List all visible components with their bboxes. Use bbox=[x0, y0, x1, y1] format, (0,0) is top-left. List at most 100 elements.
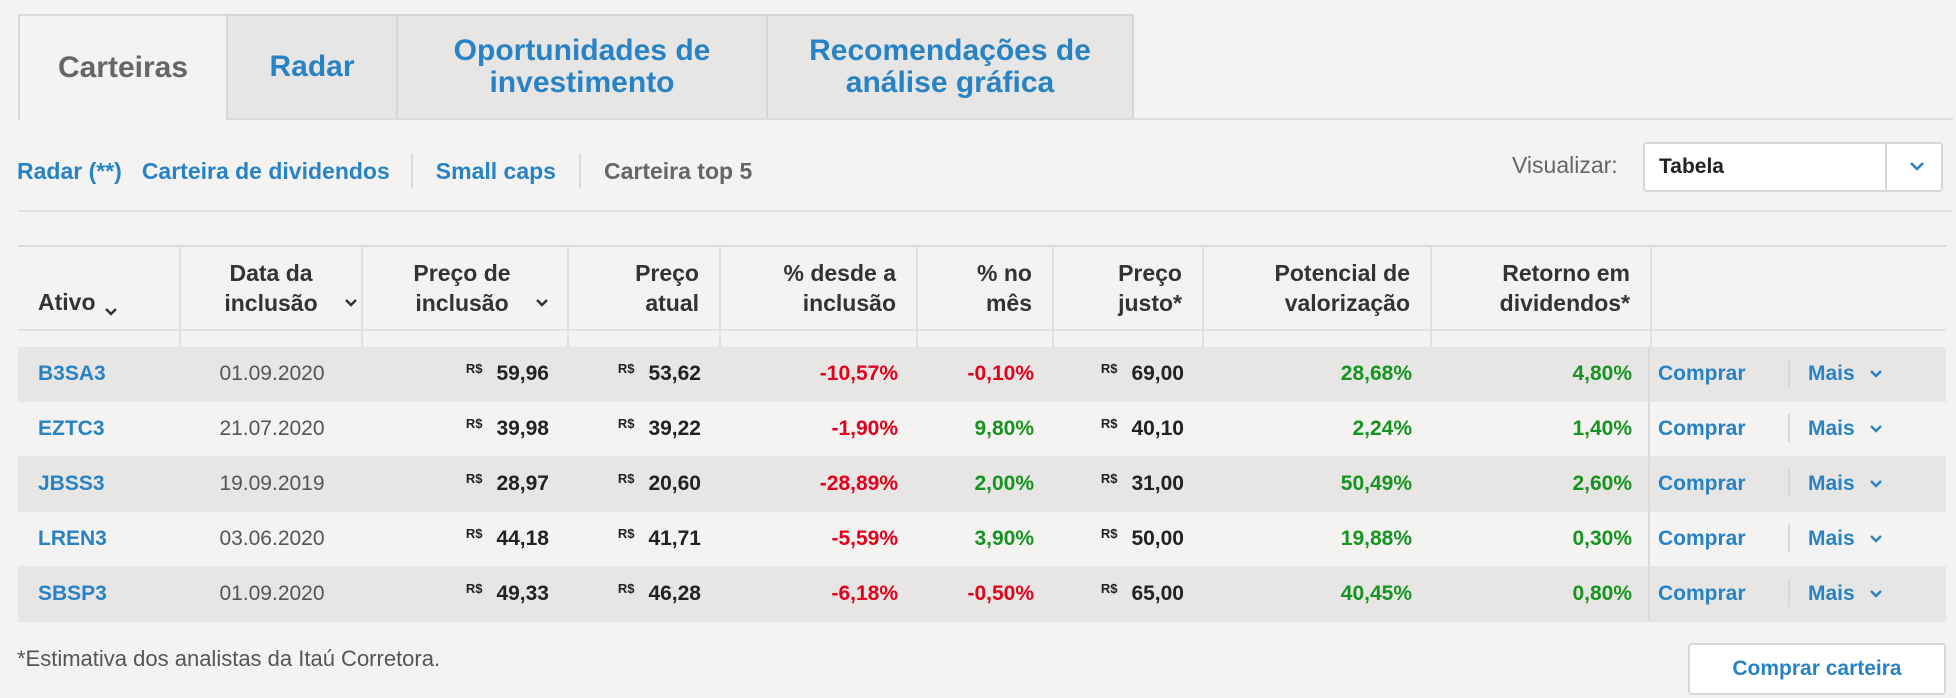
subnav-carteira-top5[interactable]: Carteira top 5 bbox=[603, 157, 753, 184]
change-since-inclusion: -10,57% bbox=[819, 362, 898, 385]
fair-price-value: 31,00 bbox=[1131, 472, 1184, 495]
row-actions: Comprar bbox=[1648, 567, 1946, 621]
fair-price: R$ 69,00 bbox=[1054, 347, 1204, 401]
buy-button[interactable]: Comprar bbox=[1658, 417, 1746, 440]
upside-potential: 40,45% bbox=[1340, 582, 1412, 605]
fair-price: R$ 50,00 bbox=[1054, 512, 1204, 566]
actions-divider bbox=[1788, 414, 1790, 442]
tab-radar[interactable]: Radar bbox=[226, 14, 398, 118]
inclusion-price-value: 59,96 bbox=[496, 362, 549, 385]
tab-carteiras[interactable]: Carteiras bbox=[18, 14, 228, 120]
header-no-mes-text: % no mês bbox=[977, 260, 1032, 316]
asset-ticker-link[interactable]: SBSP3 bbox=[38, 582, 107, 605]
change-month: -0,10% bbox=[967, 362, 1034, 385]
change-since-inclusion: -5,59% bbox=[831, 527, 898, 550]
buy-button[interactable]: Comprar bbox=[1658, 362, 1746, 385]
header-retorno: Retorno em dividendos* bbox=[1432, 247, 1652, 329]
view-label: Visualizar: bbox=[1512, 152, 1618, 178]
dividend-yield: 2,60% bbox=[1572, 472, 1632, 495]
inclusion-price: R$ 44,18 bbox=[363, 512, 569, 566]
current-price: R$ 39,22 bbox=[569, 402, 721, 456]
more-dropdown[interactable]: Mais bbox=[1790, 512, 1940, 566]
more-dropdown[interactable]: Mais bbox=[1790, 567, 1940, 621]
more-dropdown[interactable]: Mais bbox=[1790, 402, 1940, 456]
chevron-down-icon bbox=[1869, 535, 1882, 543]
inclusion-date: 01.09.2020 bbox=[219, 582, 325, 605]
tab-recomendacoes[interactable]: Recomendações de análise gráfica bbox=[766, 14, 1134, 118]
header-preco-atual-text: Preço atual bbox=[635, 260, 699, 316]
change-since-inclusion: -6,18% bbox=[831, 582, 898, 605]
spacer-col bbox=[569, 331, 721, 347]
currency-label: R$ bbox=[465, 525, 483, 541]
chevron-down-icon bbox=[1869, 590, 1882, 598]
current-price-value: 20,60 bbox=[648, 472, 701, 495]
table-header: Ativo Data da inclusão Preço de inclusão… bbox=[18, 245, 1946, 329]
header-retorno-text: Retorno em dividendos* bbox=[1499, 260, 1630, 316]
currency-label: R$ bbox=[1100, 470, 1118, 486]
change-month: 2,00% bbox=[974, 472, 1034, 495]
header-no-mes: % no mês bbox=[918, 247, 1054, 329]
buy-button[interactable]: Comprar bbox=[1658, 472, 1746, 495]
subnav-carteira-dividendos[interactable]: Carteira de dividendos bbox=[141, 157, 390, 184]
inclusion-price: R$ 39,98 bbox=[363, 402, 569, 456]
subnav-small-caps[interactable]: Small caps bbox=[435, 157, 556, 184]
header-preco-justo-text: Preço justo* bbox=[1118, 260, 1182, 316]
upside-potential: 19,88% bbox=[1340, 527, 1412, 550]
sort-chevron-icon bbox=[345, 299, 357, 307]
table-row: EZTC3 21.07.2020 R$ 39,98 R$ 39,22 -1,90% … bbox=[18, 402, 1946, 457]
tab-oportunidades[interactable]: Oportunidades de investimento bbox=[396, 14, 768, 118]
asset-ticker-link[interactable]: EZTC3 bbox=[38, 417, 105, 440]
spacer-col bbox=[1432, 331, 1652, 347]
inclusion-price-value: 39,98 bbox=[496, 417, 549, 440]
chevron-down-icon bbox=[1869, 480, 1882, 488]
current-price-value: 39,22 bbox=[648, 417, 701, 440]
section-divider bbox=[18, 210, 1953, 212]
dividend-yield: 4,80% bbox=[1572, 362, 1632, 385]
footnote: *Estimativa dos analistas da Itaú Corret… bbox=[17, 646, 441, 671]
inclusion-price-value: 44,18 bbox=[496, 527, 549, 550]
row-actions: Comprar bbox=[1648, 512, 1946, 566]
inclusion-price: R$ 49,33 bbox=[363, 567, 569, 621]
inclusion-price: R$ 59,96 bbox=[363, 347, 569, 401]
upside-potential: 50,49% bbox=[1340, 472, 1412, 495]
dividend-yield: 1,40% bbox=[1572, 417, 1632, 440]
header-preco-inclusao[interactable]: Preço de inclusão bbox=[363, 247, 569, 329]
buy-button[interactable]: Comprar bbox=[1658, 582, 1746, 605]
change-month: 9,80% bbox=[974, 417, 1034, 440]
buy-button[interactable]: Comprar bbox=[1658, 527, 1746, 550]
currency-label: R$ bbox=[617, 415, 635, 431]
header-potencial: Potencial de valorização bbox=[1204, 247, 1432, 329]
currency-label: R$ bbox=[617, 470, 635, 486]
header-data[interactable]: Data da inclusão bbox=[181, 247, 363, 329]
fair-price: R$ 65,00 bbox=[1054, 567, 1204, 621]
current-price: R$ 20,60 bbox=[569, 457, 721, 511]
more-label: Mais bbox=[1808, 472, 1855, 495]
subnav-radar[interactable]: Radar (**) bbox=[17, 157, 122, 184]
spacer-col bbox=[918, 331, 1054, 347]
more-dropdown[interactable]: Mais bbox=[1790, 347, 1940, 401]
spacer-col bbox=[181, 331, 363, 347]
chevron-down-icon bbox=[1869, 370, 1882, 378]
spacer-col bbox=[18, 331, 181, 347]
subnav-divider bbox=[410, 154, 413, 188]
view-select[interactable]: Tabela bbox=[1643, 142, 1943, 192]
currency-label: R$ bbox=[1100, 525, 1118, 541]
more-dropdown[interactable]: Mais bbox=[1790, 457, 1940, 511]
asset-ticker-link[interactable]: LREN3 bbox=[38, 527, 107, 550]
inclusion-date: 03.06.2020 bbox=[219, 527, 325, 550]
header-data-text: Data da inclusão bbox=[224, 260, 318, 316]
tab-bar: Carteiras Radar Oportunidades de investi… bbox=[18, 14, 1953, 120]
change-since-inclusion: -1,90% bbox=[831, 417, 898, 440]
spacer-col bbox=[721, 331, 918, 347]
upside-potential: 2,24% bbox=[1352, 417, 1412, 440]
asset-ticker-link[interactable]: JBSS3 bbox=[38, 472, 105, 495]
header-data-label: Data da inclusão bbox=[206, 258, 357, 318]
header-ativo-label: Ativo bbox=[38, 289, 96, 315]
buy-portfolio-button[interactable]: Comprar carteira bbox=[1688, 643, 1946, 695]
actions-divider bbox=[1788, 359, 1790, 387]
more-label: Mais bbox=[1808, 362, 1855, 385]
header-ativo[interactable]: Ativo bbox=[18, 247, 181, 329]
asset-ticker-link[interactable]: B3SA3 bbox=[38, 362, 106, 385]
fair-price: R$ 40,10 bbox=[1054, 402, 1204, 456]
currency-label: R$ bbox=[465, 580, 483, 596]
